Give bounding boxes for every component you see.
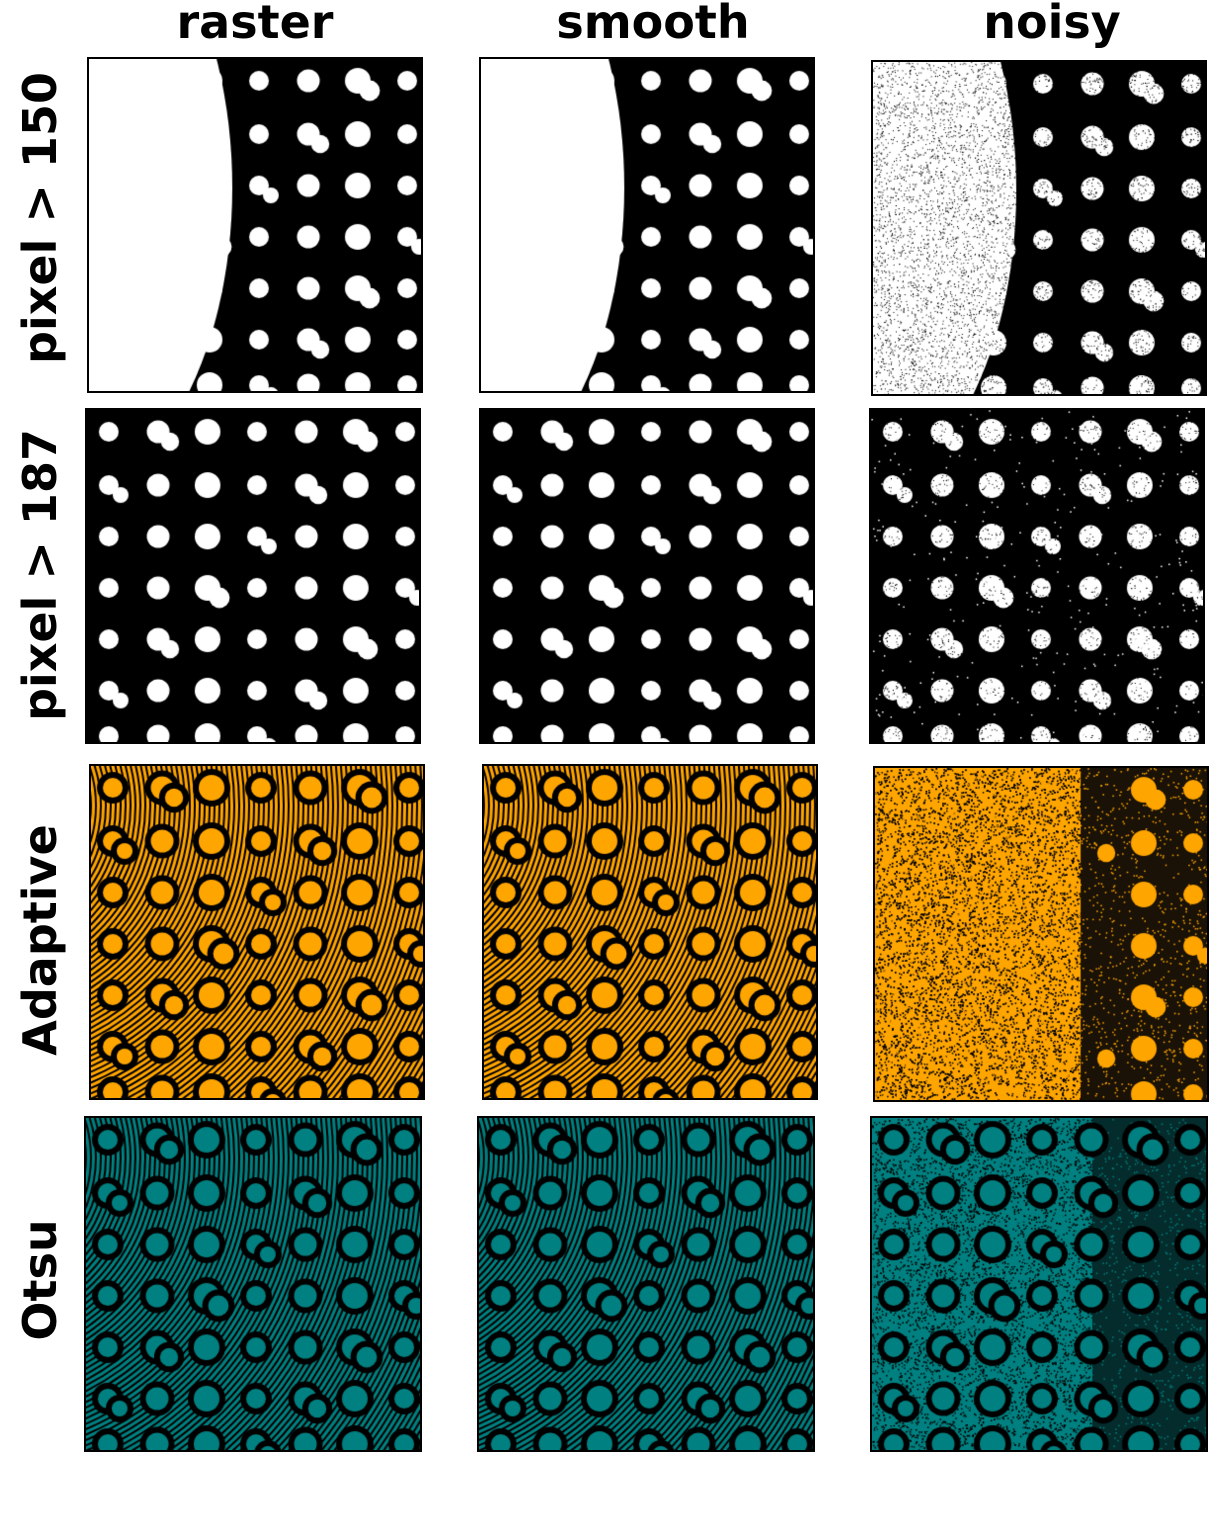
panel-threshold187-smooth xyxy=(479,408,815,744)
image-canvas xyxy=(87,410,419,742)
panel-otsu-smooth xyxy=(477,1116,815,1452)
row-title-threshold-150: pixel > 150 xyxy=(13,72,67,364)
image-canvas xyxy=(481,59,813,391)
row-title-threshold-187: pixel > 187 xyxy=(13,429,67,721)
panel-threshold187-raster xyxy=(85,408,421,744)
panel-otsu-raster xyxy=(84,1116,422,1452)
panel-adaptive-smooth xyxy=(482,764,818,1100)
column-title-raster: raster xyxy=(176,0,334,49)
image-canvas xyxy=(481,410,813,742)
image-canvas xyxy=(89,59,421,391)
image-canvas xyxy=(91,766,423,1098)
image-canvas xyxy=(872,1118,1206,1450)
column-title-smooth: smooth xyxy=(556,0,750,49)
image-canvas xyxy=(873,62,1205,394)
panel-adaptive-noisy xyxy=(873,766,1209,1102)
image-canvas xyxy=(86,1118,420,1450)
panel-threshold150-raster xyxy=(87,57,423,393)
panel-adaptive-raster xyxy=(89,764,425,1100)
panel-threshold150-smooth xyxy=(479,57,815,393)
panel-threshold150-noisy xyxy=(871,60,1207,396)
image-canvas xyxy=(875,768,1207,1100)
image-canvas xyxy=(484,766,816,1098)
image-canvas xyxy=(871,410,1203,742)
column-title-noisy: noisy xyxy=(983,0,1121,49)
panel-threshold187-noisy xyxy=(869,408,1205,744)
panel-otsu-noisy xyxy=(870,1116,1208,1452)
row-title-otsu: Otsu xyxy=(13,1219,67,1341)
image-canvas xyxy=(479,1118,813,1450)
row-title-adaptive: Adaptive xyxy=(13,824,67,1056)
